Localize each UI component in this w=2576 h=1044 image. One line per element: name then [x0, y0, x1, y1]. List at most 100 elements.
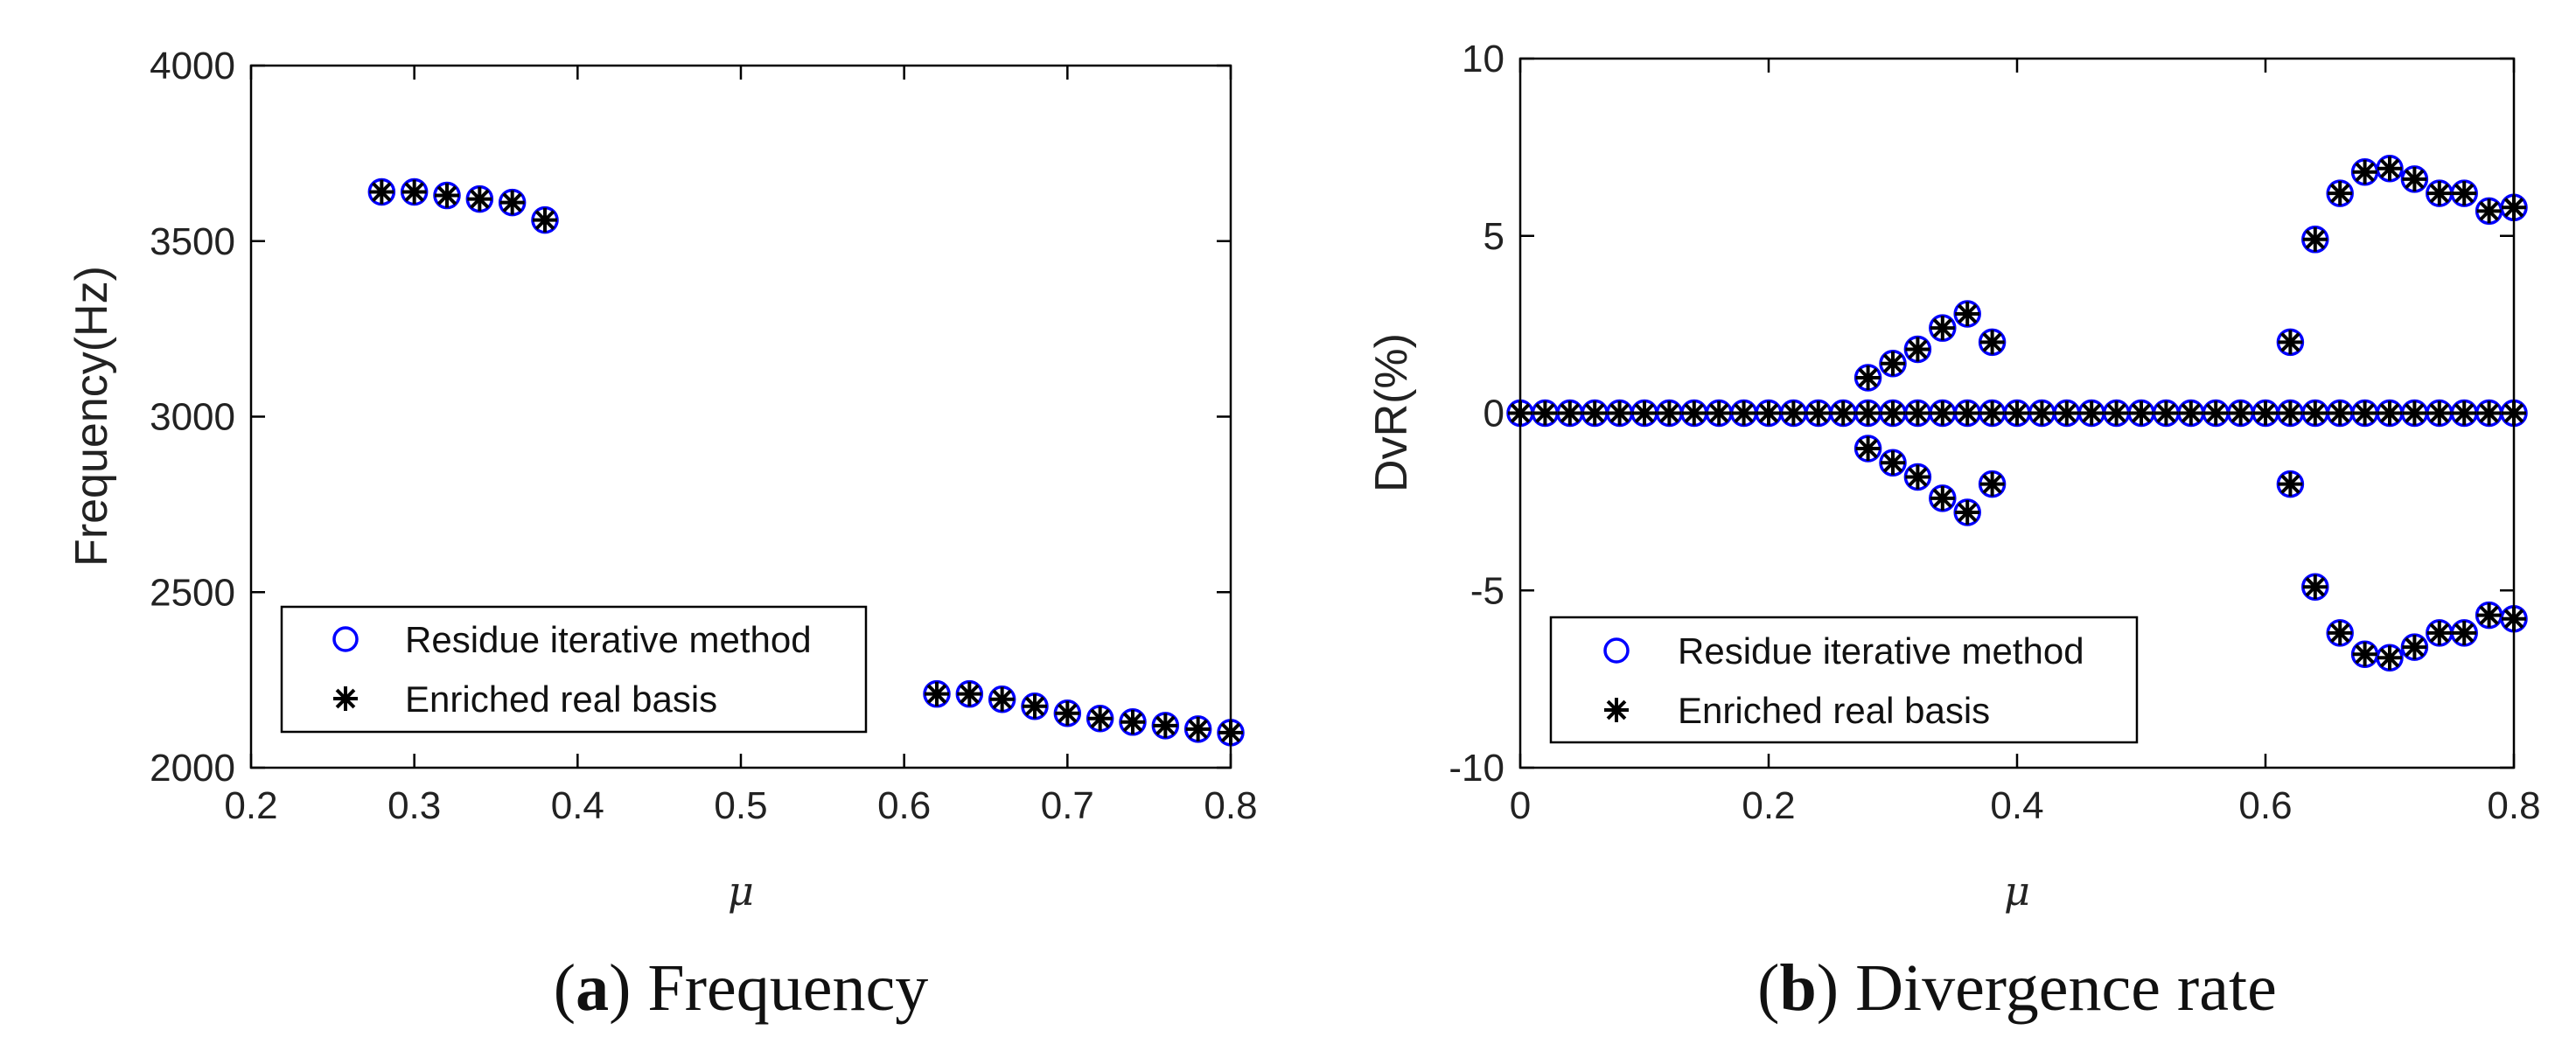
point-enriched [2352, 159, 2377, 184]
point-enriched [2476, 602, 2502, 628]
xtick-label: 0.2 [224, 784, 277, 827]
point-enriched [2426, 181, 2452, 206]
point-enriched [1955, 500, 1980, 525]
panel-a-legend-circle-marker [332, 626, 359, 652]
point-enriched [467, 186, 492, 212]
caption-a: (a) Frequency [554, 951, 928, 1025]
caption-b-close-paren: ) [1817, 951, 1855, 1025]
point-enriched [435, 183, 459, 208]
point-enriched [2377, 400, 2402, 426]
point-enriched [1557, 400, 1582, 426]
point-enriched [2154, 400, 2179, 426]
xtick-label: 0.2 [1742, 784, 1795, 827]
ytick-label: 2000 [150, 747, 235, 790]
point-enriched [2302, 400, 2328, 426]
point-enriched [1731, 400, 1756, 426]
point-enriched [2054, 400, 2079, 426]
point-enriched [2402, 400, 2427, 426]
point-enriched [1930, 485, 1955, 511]
point-enriched [1707, 400, 1732, 426]
point-enriched [1881, 351, 1905, 376]
point-enriched [2452, 620, 2477, 645]
panel-b-legend-circle-marker [1603, 637, 1630, 664]
point-enriched [1756, 400, 1781, 426]
point-enriched [1805, 400, 1831, 426]
panel-b-legend: Residue iterative method Enriched real b… [1549, 616, 2139, 744]
caption-b-label: b [1779, 951, 1816, 1025]
point-enriched [1087, 706, 1113, 731]
point-enriched [2228, 400, 2253, 426]
panel-b-divergence: 0 0.2 0.4 0.6 0.8 -10 -5 0 5 10 DvR(%) μ Residue … [1366, 38, 2541, 915]
xtick-label: 0 [1510, 784, 1531, 827]
point-enriched [2426, 620, 2452, 645]
point-enriched [2302, 574, 2328, 600]
point-enriched [1979, 471, 2005, 497]
point-enriched [1979, 400, 2005, 426]
point-enriched [1023, 693, 1047, 719]
point-enriched [2352, 642, 2377, 667]
point-enriched [2005, 400, 2029, 426]
point-enriched [401, 179, 427, 205]
point-enriched [1632, 400, 1657, 426]
point-enriched [1855, 400, 1881, 426]
point-enriched [2402, 166, 2427, 191]
point-enriched [1881, 400, 1905, 426]
panel-a-legend-box [280, 605, 868, 734]
panel-a-ticks: 0.2 0.3 0.4 0.5 0.6 0.7 0.8 2000 2500 3000 3500 400… [150, 45, 1257, 827]
point-enriched [1930, 400, 1955, 426]
panel-b-legend-label-enriched: Enriched real basis [1678, 690, 1990, 731]
point-enriched [1153, 713, 1178, 738]
panel-a-legend-label-residue: Residue iterative method [405, 619, 812, 660]
point-enriched [1781, 400, 1806, 426]
point-enriched [1582, 400, 1608, 426]
xtick-label: 0.4 [551, 784, 604, 827]
point-enriched [2476, 198, 2502, 224]
point-enriched [957, 681, 982, 706]
point-enriched [2402, 635, 2427, 660]
point-enriched [2328, 400, 2353, 426]
ytick-label: 4000 [150, 45, 235, 87]
point-enriched [2476, 400, 2502, 426]
point-enriched [925, 681, 949, 706]
point-enriched [1120, 709, 1145, 734]
point-enriched [2328, 620, 2353, 645]
point-enriched [1930, 316, 1955, 341]
point-enriched [1905, 464, 1930, 490]
point-enriched [1831, 400, 1856, 426]
xtick-label: 0.4 [1990, 784, 2043, 827]
point-enriched [2302, 226, 2328, 252]
panel-b-legend-asterisk-marker [1604, 698, 1629, 722]
point-enriched [2079, 400, 2105, 426]
panel-a-xlabel: μ [728, 867, 754, 915]
panel-a-legend-asterisk-marker [333, 686, 358, 711]
panel-a-legend-label-enriched: Enriched real basis [405, 679, 717, 720]
xtick-label: 0.7 [1041, 784, 1094, 827]
point-enriched [1905, 337, 1930, 362]
ytick-label: 3500 [150, 220, 235, 263]
xtick-label: 0.5 [714, 784, 767, 827]
ytick-label: 2500 [150, 571, 235, 614]
point-enriched [1955, 301, 1980, 326]
xtick-label: 0.3 [387, 784, 441, 827]
point-enriched [1657, 400, 1682, 426]
caption-b-text: Divergence rate [1855, 951, 2277, 1025]
point-enriched [2278, 471, 2303, 497]
panel-b-axes-frame [1518, 57, 2516, 769]
xtick-label: 0.6 [2238, 784, 2292, 827]
point-enriched [2452, 181, 2477, 206]
point-enriched [2129, 400, 2154, 426]
point-enriched [2203, 400, 2229, 426]
ytick-label: -5 [1470, 569, 1504, 612]
panel-b-xlabel: μ [2004, 867, 2030, 915]
ytick-label: 3000 [150, 396, 235, 439]
point-enriched [2377, 156, 2402, 181]
xtick-label: 0.6 [877, 784, 931, 827]
point-enriched [1607, 400, 1632, 426]
point-enriched [2426, 400, 2452, 426]
point-enriched [1185, 716, 1211, 741]
xtick-label: 0.8 [2487, 784, 2540, 827]
caption-a-close-paren: ) [609, 951, 647, 1025]
point-enriched [2278, 400, 2303, 426]
point-enriched [1532, 400, 1558, 426]
